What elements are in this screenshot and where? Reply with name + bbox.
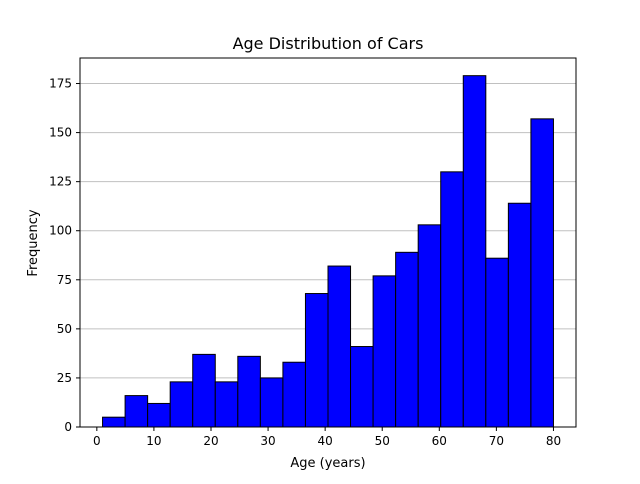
- histogram-bar-13: [395, 251, 419, 428]
- y-tick-label-0: 0: [64, 420, 72, 434]
- x-tick-label-8: 80: [546, 434, 561, 448]
- histogram-bar-0: [102, 416, 126, 428]
- histogram-bar-7: [259, 377, 284, 428]
- histogram-bar-18: [507, 202, 532, 428]
- x-tick-label-0: 0: [93, 434, 101, 448]
- x-tick-label-4: 40: [318, 434, 333, 448]
- histogram-bars: [102, 75, 554, 428]
- y-tick-label-3: 75: [57, 273, 72, 287]
- histogram-bar-16: [462, 75, 487, 428]
- histogram-bar-11: [350, 346, 374, 428]
- histogram-bar-12: [372, 275, 397, 428]
- x-axis-ticks: 0 10 20 30 40 50 60 70 80: [93, 427, 561, 448]
- y-tick-label-7: 175: [49, 77, 72, 91]
- histogram-bar-17: [485, 257, 509, 428]
- histogram-bar-6: [237, 355, 261, 428]
- histogram-bar-4: [192, 353, 216, 428]
- x-tick-label-1: 10: [146, 434, 161, 448]
- histogram-bar-3: [169, 381, 194, 428]
- histogram-bar-1: [124, 395, 149, 428]
- histogram-bar-19: [530, 118, 554, 428]
- y-axis-ticks: 0 25 50 75 100 125 150 175: [49, 77, 80, 434]
- y-tick-label-1: 25: [57, 371, 72, 385]
- histogram-bar-2: [147, 402, 171, 428]
- histogram-bar-8: [282, 361, 306, 428]
- histogram-bar-5: [214, 381, 239, 428]
- chart-title: Age Distribution of Cars: [233, 34, 424, 53]
- x-tick-label-6: 60: [432, 434, 447, 448]
- x-tick-label-5: 50: [375, 434, 390, 448]
- histogram-bar-9: [304, 293, 329, 428]
- x-tick-label-3: 30: [260, 434, 275, 448]
- y-tick-label-2: 50: [57, 322, 72, 336]
- y-tick-label-4: 100: [49, 224, 72, 238]
- x-tick-label-2: 20: [203, 434, 218, 448]
- x-tick-label-7: 70: [489, 434, 504, 448]
- x-axis-label: Age (years): [290, 456, 365, 471]
- histogram-bar-14: [417, 224, 442, 428]
- y-axis-label: Frequency: [26, 209, 41, 276]
- y-tick-label-5: 125: [49, 175, 72, 189]
- y-tick-label-6: 150: [49, 126, 72, 140]
- plot-frame: [79, 57, 577, 428]
- histogram-bar-10: [327, 265, 352, 428]
- histogram-bar-15: [440, 171, 464, 428]
